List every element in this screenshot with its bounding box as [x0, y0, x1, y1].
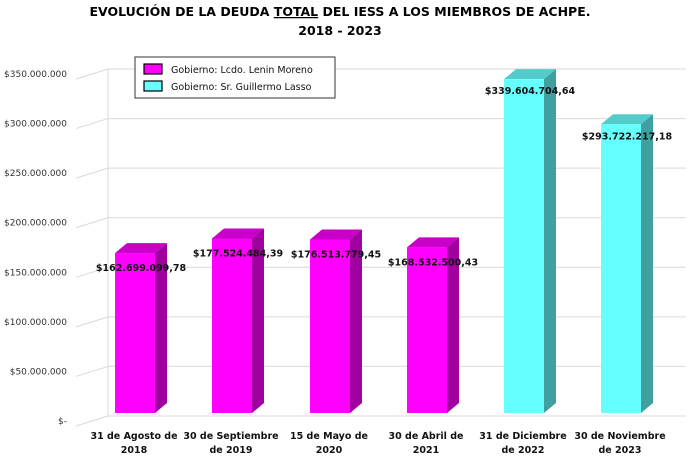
y-tick-label: $200.000.000: [4, 219, 67, 229]
bar: [504, 79, 544, 413]
gridline-depth: [75, 118, 109, 130]
bar: [212, 238, 252, 413]
x-tick-label: 30 de Noviembre: [574, 431, 665, 442]
data-label: $339.604.704,64: [485, 86, 576, 97]
x-tick-label: de 2019: [210, 445, 253, 456]
gridline-depth: [75, 415, 109, 427]
x-tick-label: 31 de Diciembre: [479, 431, 566, 442]
y-tick-label: $50.000.000: [10, 367, 68, 377]
chart-subtitle: 2018 - 2023: [298, 23, 381, 38]
x-tick-label: 31 de Agosto de: [90, 431, 177, 442]
x-tick-label: 2018: [121, 445, 148, 456]
bar-top: [601, 114, 653, 125]
legend-box: [134, 56, 336, 99]
y-tick-label: $350.000.000: [4, 70, 67, 80]
bar-top: [115, 243, 167, 254]
legend: Gobierno: Lcdo. Lenin Moreno Gobierno: Sr…: [134, 56, 336, 99]
gridline-depth: [75, 68, 109, 80]
bar-group: $293.722.217,18 30 de Noviembre de 2023: [574, 114, 672, 456]
legend-label: Gobierno: Sr. Guillermo Lasso: [171, 82, 312, 93]
bar-group: $162.699.099,78 31 de Agosto de 2018: [90, 243, 186, 456]
x-tick-label: 2021: [413, 445, 439, 456]
x-tick-label: de 2022: [502, 445, 545, 456]
y-tick-label: $150.000.000: [4, 268, 67, 278]
data-label: $168.532.500,43: [388, 257, 478, 268]
bar-group: $176.513.779,45 15 de Mayo de 2020: [290, 229, 381, 456]
bar-side: [155, 243, 167, 413]
x-tick-label: de 2023: [599, 445, 642, 456]
bar-group: $339.604.704,64 31 de Diciembre de 2022: [479, 69, 575, 456]
data-label: $162.699.099,78: [96, 263, 187, 274]
legend-swatch: [143, 63, 163, 75]
x-tick-label: 15 de Mayo de: [290, 431, 368, 442]
bar-side: [641, 114, 653, 413]
x-tick-label: 30 de Septiembre: [183, 431, 278, 442]
data-label: $176.513.779,45: [291, 249, 381, 260]
y-tick-label: $300.000.000: [4, 120, 67, 130]
bar: [407, 247, 447, 413]
bar-group: $168.532.500,43 30 de Abril de 2021: [388, 237, 478, 456]
y-tick-label: $-: [58, 417, 67, 427]
gridline-depth: [75, 217, 109, 229]
data-label: $177.524.484,39: [193, 248, 283, 259]
gridline-depth: [75, 266, 109, 278]
bar: [310, 239, 350, 413]
gridline-depth: [75, 365, 109, 377]
bar-top: [407, 237, 459, 248]
legend-label: Gobierno: Lcdo. Lenin Moreno: [171, 65, 313, 76]
chart-title: EVOLUCIÓN DE LA DEUDA TOTAL DEL IESS A L…: [90, 4, 591, 19]
bar-top: [310, 229, 362, 240]
y-tick-label: $250.000.000: [4, 169, 67, 179]
bar-top: [212, 228, 264, 239]
y-tick-label: $100.000.000: [4, 318, 67, 328]
x-tick-label: 30 de Abril de: [389, 431, 464, 442]
bar-side: [350, 229, 362, 413]
bar-side: [544, 69, 556, 413]
bar-group: $177.524.484,39 30 de Septiembre de 2019: [183, 228, 283, 456]
legend-swatch: [143, 80, 163, 92]
bar-side: [252, 228, 264, 413]
bar: [601, 124, 641, 413]
data-label: $293.722.217,18: [582, 131, 673, 142]
bar-top: [504, 69, 556, 80]
bar: [115, 253, 155, 413]
gridline-depth: [75, 167, 109, 179]
x-tick-label: 2020: [316, 445, 343, 456]
gridline-depth: [75, 316, 109, 328]
bar-side: [447, 237, 459, 413]
